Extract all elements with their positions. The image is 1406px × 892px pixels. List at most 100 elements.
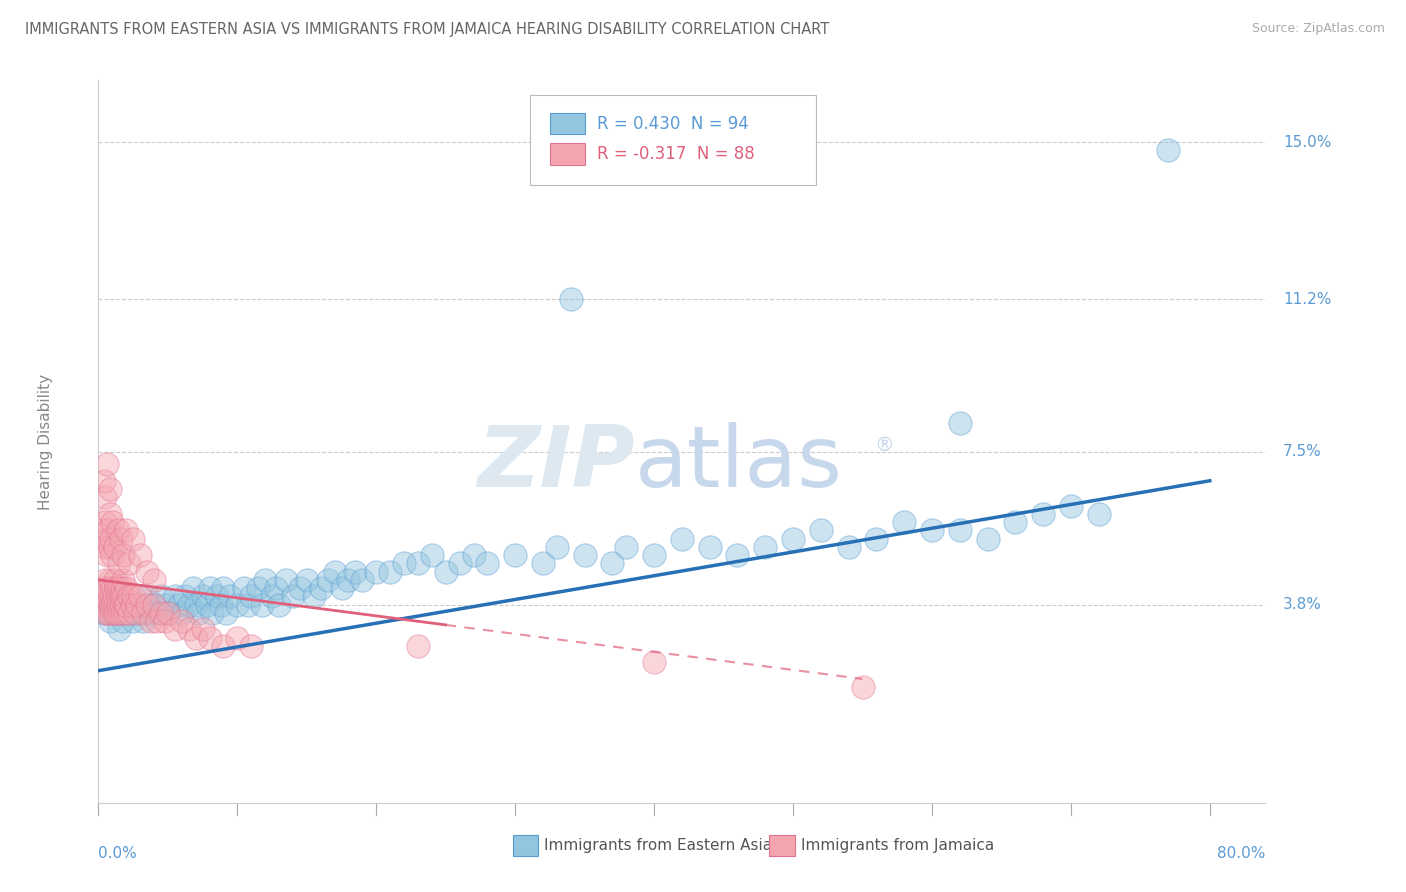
Point (212, 639, 235, 653)
Point (107, 598, 129, 612)
Point (209, 598, 232, 612)
Point (281, 590, 304, 604)
Point (643, 548, 665, 562)
Point (112, 614, 135, 628)
Point (170, 606, 193, 620)
Point (602, 557, 624, 571)
Point (531, 557, 554, 571)
Point (477, 557, 499, 571)
Point (124, 606, 146, 620)
Point (96, 598, 118, 612)
Point (98, 540, 121, 554)
Point (127, 598, 149, 612)
Point (136, 598, 159, 612)
Point (118, 590, 141, 604)
Text: 7.5%: 7.5% (1282, 444, 1322, 459)
Text: ®: ® (875, 435, 894, 455)
Point (302, 590, 325, 604)
Point (98, 507, 121, 521)
Point (115, 606, 138, 620)
Point (98, 614, 121, 628)
Text: R = 0.430  N = 94: R = 0.430 N = 94 (596, 115, 748, 133)
Text: 11.2%: 11.2% (1282, 292, 1331, 307)
Point (108, 606, 131, 620)
Bar (769, 835, 796, 855)
Point (323, 565, 346, 579)
Point (177, 598, 200, 612)
Point (330, 581, 353, 595)
Bar (550, 112, 585, 135)
Point (191, 590, 214, 604)
Point (103, 606, 125, 620)
Point (108, 557, 131, 571)
Point (101, 548, 124, 562)
Point (191, 623, 214, 637)
Point (754, 540, 776, 554)
Point (93, 474, 115, 488)
Point (112, 548, 135, 562)
Point (153, 614, 176, 628)
Point (129, 598, 152, 612)
Point (406, 557, 429, 571)
Point (96, 590, 118, 604)
Point (699, 540, 721, 554)
Point (101, 515, 124, 529)
Point (108, 598, 131, 612)
Point (420, 548, 443, 562)
Point (226, 598, 249, 612)
Point (264, 581, 287, 595)
Point (114, 598, 136, 612)
Point (132, 614, 155, 628)
Point (392, 557, 415, 571)
Point (295, 573, 318, 587)
Point (173, 590, 195, 604)
Text: 3.8%: 3.8% (1282, 597, 1322, 612)
Point (177, 623, 200, 637)
Point (121, 598, 143, 612)
Point (98, 482, 121, 496)
Point (115, 524, 138, 538)
Point (100, 532, 122, 546)
Point (105, 606, 128, 620)
Point (810, 524, 832, 538)
Text: Source: ZipAtlas.com: Source: ZipAtlas.com (1251, 22, 1385, 36)
Point (187, 606, 209, 620)
Point (114, 606, 136, 620)
Point (143, 598, 166, 612)
Point (614, 540, 637, 554)
Point (262, 590, 284, 604)
Point (153, 598, 176, 612)
Point (91, 598, 114, 612)
Point (170, 614, 193, 628)
Point (146, 606, 169, 620)
Point (215, 606, 238, 620)
Point (94, 606, 117, 620)
Point (122, 532, 145, 546)
Point (184, 631, 207, 645)
Point (118, 557, 141, 571)
Point (893, 515, 915, 529)
Point (136, 565, 159, 579)
Point (163, 590, 186, 604)
Point (141, 614, 163, 628)
Point (104, 598, 127, 612)
Point (240, 639, 263, 653)
Point (156, 606, 179, 620)
Point (252, 598, 274, 612)
Point (108, 581, 131, 595)
Point (226, 631, 249, 645)
Point (212, 581, 235, 595)
Point (111, 606, 134, 620)
Point (149, 590, 172, 604)
Point (143, 598, 166, 612)
Point (129, 548, 152, 562)
Point (101, 598, 124, 612)
Point (1060, 499, 1083, 513)
Point (110, 532, 132, 546)
Point (316, 573, 339, 587)
Point (156, 606, 179, 620)
Point (574, 548, 596, 562)
Point (352, 573, 374, 587)
Point (949, 416, 972, 430)
Point (219, 590, 242, 604)
